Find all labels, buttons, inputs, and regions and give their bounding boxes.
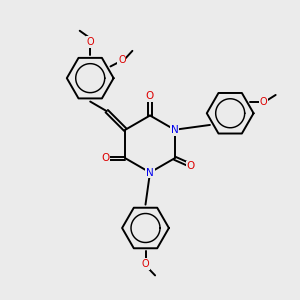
Text: O: O [101,153,110,163]
Text: O: O [187,161,195,171]
Text: N: N [171,125,178,135]
Text: N: N [146,167,154,178]
Text: O: O [142,259,149,269]
Text: O: O [86,37,94,47]
Text: O: O [146,91,154,101]
Text: O: O [260,97,268,106]
Text: O: O [118,56,126,65]
